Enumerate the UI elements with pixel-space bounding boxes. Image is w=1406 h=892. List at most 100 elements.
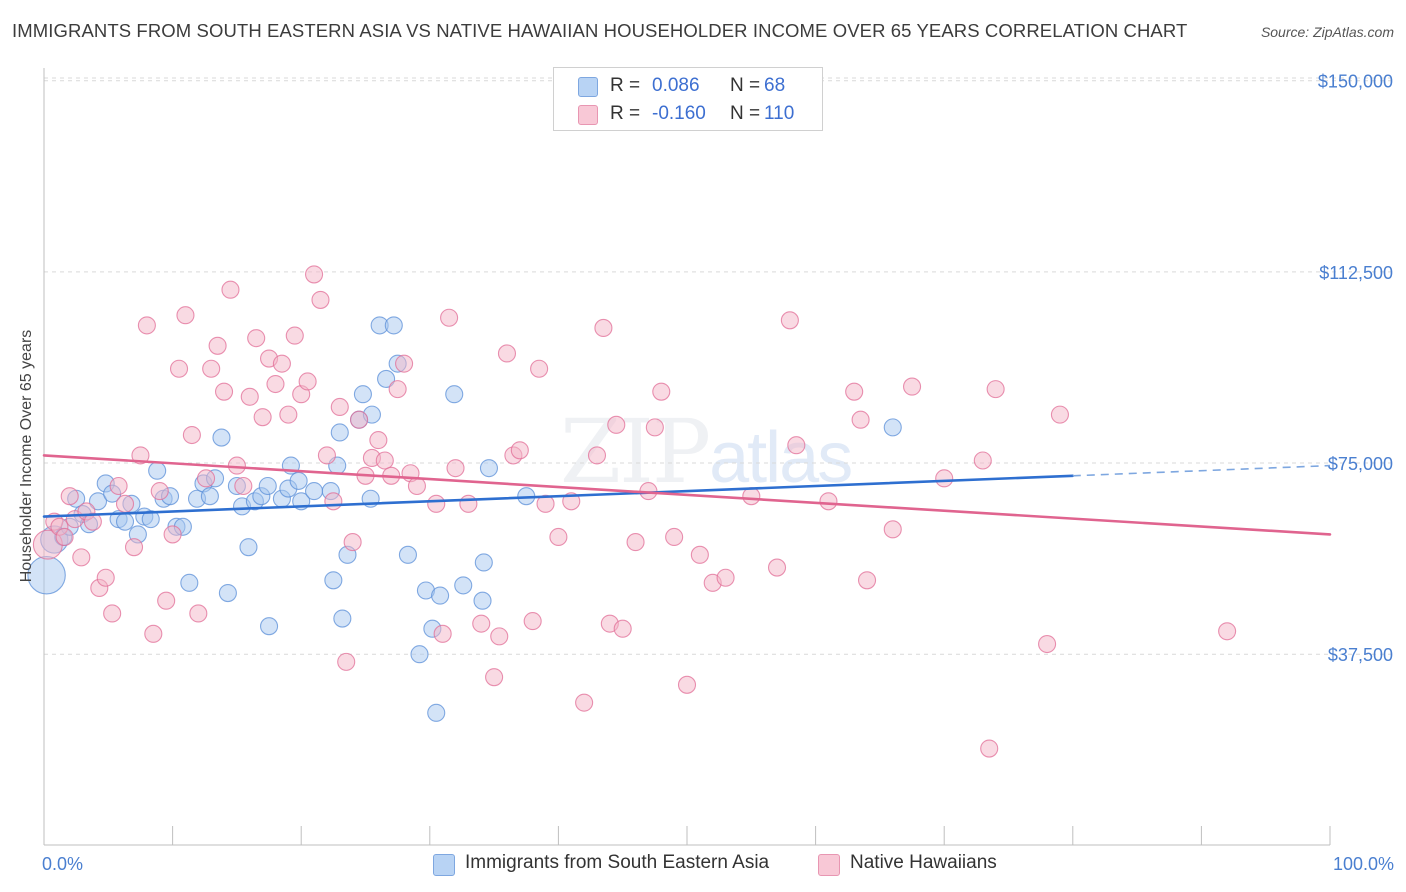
point-hawaiians <box>395 354 414 373</box>
watermark: ZIPatlas <box>560 400 853 503</box>
point-immigrants <box>212 428 231 447</box>
axes <box>43 68 1331 846</box>
point-hawaiians <box>176 306 195 325</box>
point-immigrants <box>427 703 446 722</box>
point-immigrants <box>218 584 237 603</box>
point-immigrants <box>883 418 902 437</box>
point-hawaiians <box>472 614 491 633</box>
point-hawaiians <box>163 525 182 544</box>
point-hawaiians <box>214 382 234 401</box>
legend-r-label: R = <box>610 103 641 124</box>
point-hawaiians <box>613 619 632 638</box>
point-hawaiians <box>902 377 922 396</box>
point-hawaiians <box>55 527 74 547</box>
point-immigrants <box>180 573 199 592</box>
point-immigrants <box>473 591 492 610</box>
legend-swatch-immigrants <box>578 77 598 97</box>
legend-row-hawaiians: R = -0.160 N = 110 <box>554 101 822 127</box>
point-hawaiians <box>485 668 504 687</box>
point-immigrants <box>258 476 277 496</box>
trend-line-immigrants-extension <box>1072 464 1331 477</box>
point-hawaiians <box>72 548 91 567</box>
point-hawaiians <box>980 739 999 758</box>
point-hawaiians <box>279 405 298 424</box>
point-immigrants <box>431 586 450 605</box>
point-hawaiians <box>285 326 304 345</box>
point-hawaiians <box>311 290 330 309</box>
watermark-zip: ZIP <box>560 400 711 503</box>
tick-labels: $37,500 $75,000 $112,500 $150,000 0.0% 100.0% <box>42 72 1394 874</box>
point-immigrants <box>305 482 324 501</box>
legend-r-value: -0.160 <box>652 103 706 124</box>
source-label: Source: ZipAtlas.com <box>1260 24 1394 40</box>
point-immigrants <box>445 385 464 404</box>
point-immigrants <box>333 609 352 628</box>
y-axis-label: Householder Income Over 65 years <box>18 329 35 583</box>
point-immigrants <box>474 553 493 572</box>
point-hawaiians <box>60 487 79 506</box>
point-hawaiians <box>549 527 568 547</box>
legend-swatch-immigrants <box>433 854 455 876</box>
point-hawaiians <box>208 336 227 355</box>
point-hawaiians <box>883 520 902 539</box>
point-hawaiians <box>665 527 684 547</box>
legend-n-label: N = <box>730 103 761 124</box>
point-immigrants <box>115 512 135 531</box>
point-hawaiians <box>150 482 169 501</box>
point-hawaiians <box>388 380 407 399</box>
point-hawaiians <box>375 451 394 470</box>
point-hawaiians <box>137 316 156 335</box>
point-hawaiians <box>266 374 285 394</box>
legend-label-hawaiians: Native Hawaiians <box>850 852 997 873</box>
point-immigrants <box>141 510 160 529</box>
point-hawaiians <box>780 311 799 330</box>
point-hawaiians <box>440 308 459 327</box>
legend-n-label: N = <box>730 75 761 96</box>
point-hawaiians <box>845 382 864 401</box>
trend-line-immigrants <box>42 474 1075 518</box>
point-hawaiians <box>124 538 144 557</box>
point-hawaiians <box>330 397 349 417</box>
trend-lines <box>42 454 1332 536</box>
point-hawaiians <box>690 545 709 564</box>
point-hawaiians <box>369 431 388 450</box>
legend-n-value: 110 <box>764 103 795 124</box>
point-hawaiians <box>115 494 135 513</box>
point-hawaiians <box>575 693 594 712</box>
point-hawaiians <box>742 487 761 506</box>
point-immigrants <box>148 461 167 480</box>
point-hawaiians <box>272 354 291 373</box>
point-hawaiians <box>298 372 317 391</box>
point-hawaiians <box>240 387 259 406</box>
point-hawaiians <box>851 410 870 429</box>
point-hawaiians <box>317 446 336 465</box>
chart-title: IMMIGRANTS FROM SOUTH EASTERN ASIA VS NA… <box>12 20 1188 41</box>
point-hawaiians <box>935 469 954 488</box>
point-hawaiians <box>973 451 992 470</box>
point-hawaiians <box>305 265 324 284</box>
x-tick-label: 100.0% <box>1333 854 1394 874</box>
point-immigrants <box>239 538 258 557</box>
point-hawaiians <box>459 494 478 513</box>
point-immigrants <box>200 487 219 506</box>
point-hawaiians <box>221 280 240 299</box>
legend-label-immigrants: Immigrants from South Eastern Asia <box>465 852 770 873</box>
data-points <box>27 265 1237 758</box>
point-hawaiians <box>103 604 122 623</box>
point-hawaiians <box>83 512 102 531</box>
point-immigrants <box>454 576 473 595</box>
point-hawaiians <box>433 624 452 643</box>
point-hawaiians <box>131 446 150 465</box>
point-immigrants <box>330 423 349 442</box>
point-immigrants <box>259 617 279 636</box>
point-hawaiians <box>497 344 517 363</box>
point-hawaiians <box>536 494 555 513</box>
point-hawaiians <box>767 558 787 577</box>
point-immigrants <box>410 645 429 664</box>
point-hawaiians <box>1050 405 1069 424</box>
point-hawaiians <box>343 533 362 552</box>
point-hawaiians <box>96 568 115 587</box>
y-tick-label: $75,000 <box>1328 454 1393 474</box>
point-hawaiians <box>587 446 607 465</box>
